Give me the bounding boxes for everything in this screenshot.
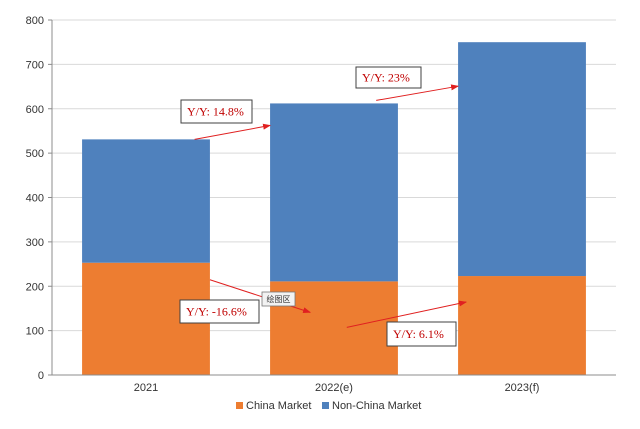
yy-arrow-upper-2 — [376, 84, 460, 101]
legend-label: Non-China Market — [332, 400, 421, 412]
bars — [82, 42, 586, 375]
annotations: Y/Y: 14.8% Y/Y: 23% Y/Y: -16.6% Y/Y: 6.1% 绘图… — [179, 66, 468, 347]
bar-non-china-0[interactable] — [82, 139, 210, 263]
yy-annotation-4-box — [386, 321, 457, 347]
x-tick-label: 2022(e) — [315, 382, 353, 394]
yy-arrow-lower-2 — [346, 300, 468, 328]
y-tick-label: 500 — [26, 148, 44, 160]
legend-swatch — [236, 402, 243, 409]
yy-arrow-upper-1 — [194, 123, 272, 140]
y-tick-label: 400 — [26, 193, 44, 205]
plot-area-tag-box — [261, 291, 296, 307]
plot-area-tag-text: 绘图区 — [267, 294, 291, 304]
y-tick-label: 800 — [26, 15, 44, 27]
legend-swatch — [322, 402, 329, 409]
y-tick-label: 100 — [26, 326, 44, 338]
yy-annotation-1-box — [180, 99, 253, 124]
yy-annotation-4: Y/Y: 6.1% — [386, 321, 457, 347]
legend-label: China Market — [246, 400, 311, 412]
yy-annotation-2-text: Y/Y: 23% — [362, 71, 410, 85]
bar-non-china-2[interactable] — [458, 42, 586, 277]
x-tick-label: 2021 — [134, 382, 158, 394]
yy-annotation-1-text: Y/Y: 14.8% — [187, 105, 244, 119]
legend[interactable]: China Market Non-China Market — [236, 400, 421, 412]
yy-annotation-3-text: Y/Y: -16.6% — [186, 305, 247, 319]
yy-arrow-lower-1 — [209, 279, 312, 314]
yy-annotation-2: Y/Y: 23% — [355, 66, 422, 89]
y-tick-label: 200 — [26, 281, 44, 293]
y-tick-label: 0 — [38, 370, 44, 382]
y-tick-label: 600 — [26, 104, 44, 116]
x-tick-label: 2023(f) — [505, 382, 540, 394]
yy-annotation-3: Y/Y: -16.6% — [179, 299, 260, 324]
legend-item-non-china[interactable]: Non-China Market — [322, 400, 421, 412]
yy-annotation-3-box — [179, 299, 260, 324]
axes: 0 100 200 300 400 500 600 700 800 2021 2022(e) 2023… — [26, 15, 616, 394]
y-tick-label: 300 — [26, 237, 44, 249]
bar-china-2[interactable] — [458, 276, 586, 375]
y-tick-label: 700 — [26, 59, 44, 71]
yy-annotation-2-box — [355, 66, 422, 89]
yy-annotation-4-text: Y/Y: 6.1% — [393, 327, 444, 341]
bar-non-china-1[interactable] — [270, 103, 398, 282]
plot-area-tag: 绘图区 — [261, 291, 296, 307]
yy-annotation-1: Y/Y: 14.8% — [180, 99, 253, 124]
legend-item-china[interactable]: China Market — [236, 400, 311, 412]
